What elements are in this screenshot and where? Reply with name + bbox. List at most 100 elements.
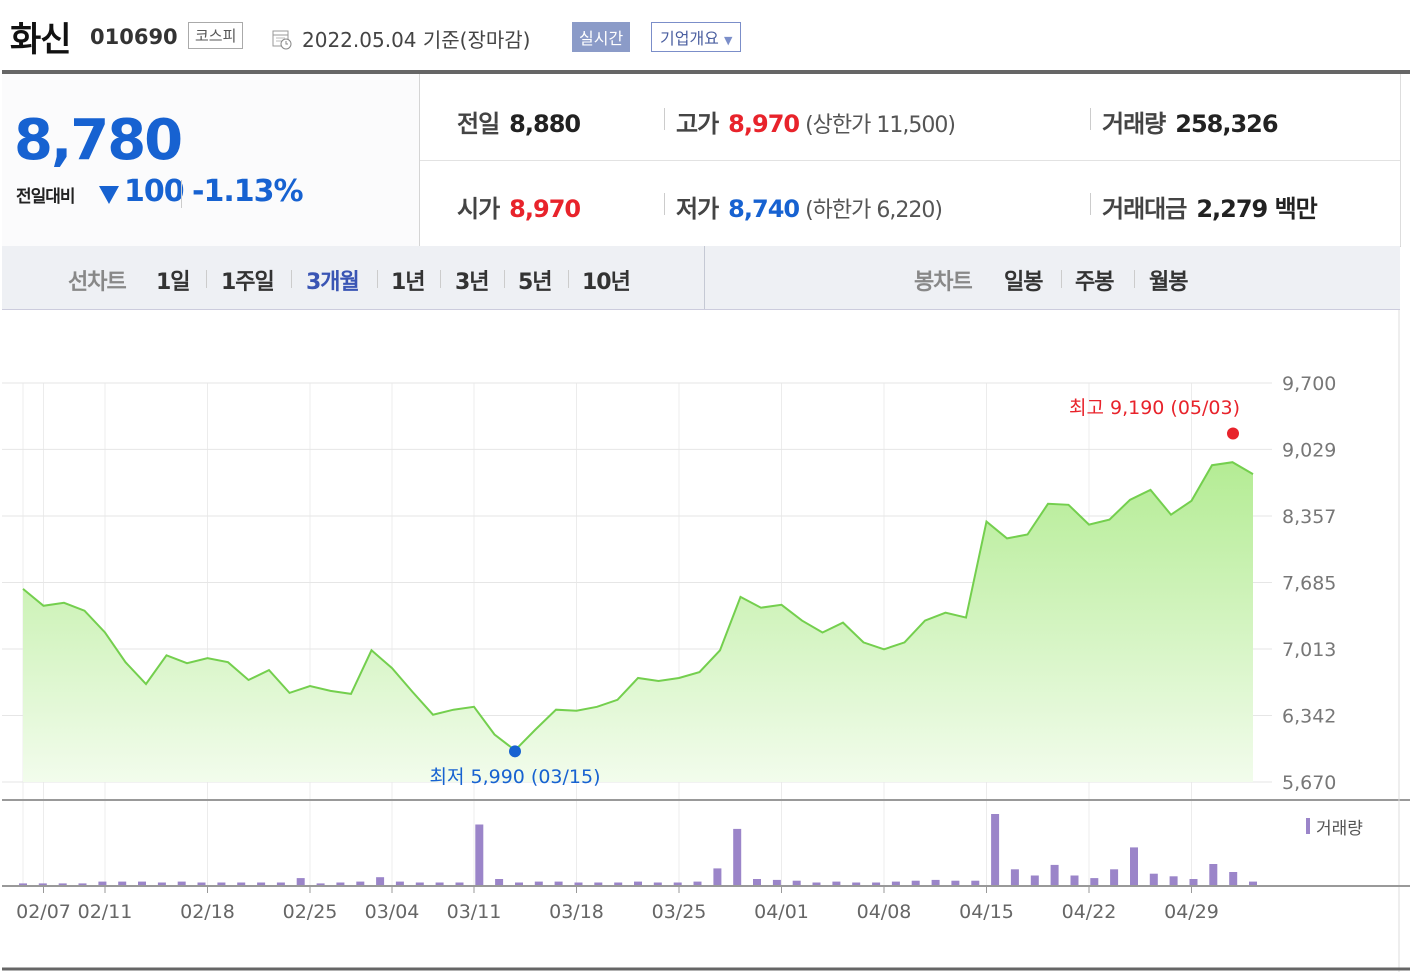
x-tick-label: 03/18 <box>549 901 604 923</box>
volume-bar <box>1249 881 1257 886</box>
period-separator <box>377 270 378 288</box>
period-1d[interactable]: 1일 <box>156 270 191 295</box>
volume-bar <box>574 882 583 886</box>
current-price: 8,780 <box>14 108 183 173</box>
column-separator <box>664 193 665 215</box>
high-price: 고가 8,970 (상한가 11,500) <box>676 104 956 139</box>
volume-bar <box>1169 876 1178 886</box>
x-tick-label: 04/01 <box>754 901 809 923</box>
volume-bar <box>614 882 623 886</box>
period-separator <box>504 270 505 288</box>
volume-bar <box>177 881 186 886</box>
volume-bar <box>1110 869 1119 886</box>
volume-bar <box>1030 875 1039 886</box>
price-line <box>22 461 1254 752</box>
y-tick-label: 9,029 <box>1282 439 1336 461</box>
volume-bar <box>753 879 761 886</box>
volume-bar <box>276 882 285 886</box>
trade-volume: 거래량 258,326 <box>1102 104 1279 139</box>
trade-value-amount: 2,279 백만 <box>1196 195 1317 223</box>
volume-bar <box>495 879 504 886</box>
volume-bar <box>792 880 801 886</box>
candle-monthly[interactable]: 월봉 <box>1149 270 1188 295</box>
high-value: 8,970 <box>728 110 800 138</box>
volume-bar <box>534 881 543 886</box>
open-label: 시가 <box>457 195 500 223</box>
down-arrow-icon <box>99 186 119 204</box>
period-separator <box>206 270 207 288</box>
volume-legend-swatch <box>1306 818 1310 834</box>
volume-bar <box>1050 864 1059 886</box>
volume-bar <box>435 882 444 886</box>
volume-bar <box>733 828 742 886</box>
chevron-down-icon: ▼ <box>723 34 733 47</box>
volume-bar <box>832 881 841 886</box>
volume-bar <box>1149 873 1158 886</box>
y-tick-label: 6,342 <box>1282 705 1336 727</box>
volume-bar <box>118 881 127 886</box>
line-chart-label: 선차트 <box>68 270 127 295</box>
volume-bar <box>594 882 603 886</box>
volume-bar <box>1209 864 1218 886</box>
volume-bar <box>78 883 87 886</box>
company-overview-button[interactable]: 기업개요 ▼ <box>651 22 742 52</box>
volume-bar <box>653 882 662 886</box>
volume-bar <box>257 882 266 886</box>
price-area <box>23 462 1253 782</box>
x-tick-label: 04/29 <box>1164 901 1219 923</box>
volume-bar <box>772 879 781 886</box>
x-tick-label: 03/25 <box>652 901 707 923</box>
prev-close-label: 전일 <box>457 110 500 138</box>
low-value: 8,740 <box>728 195 800 223</box>
volume-bar <box>296 878 305 886</box>
candle-chart-label: 봉차트 <box>914 270 973 295</box>
y-tick-label: 7,685 <box>1282 573 1336 595</box>
period-5y[interactable]: 5년 <box>518 270 553 295</box>
period-1y[interactable]: 1년 <box>391 270 426 295</box>
company-overview-label: 기업개요 <box>660 29 719 48</box>
volume-bar <box>376 877 385 886</box>
volume-bar <box>1010 869 1019 886</box>
x-tick-label: 03/11 <box>447 901 502 923</box>
volume-bar <box>971 880 980 886</box>
realtime-button[interactable]: 실시간 <box>572 22 631 52</box>
volume-bar <box>98 881 107 886</box>
market-badge: 코스피 <box>188 22 244 49</box>
volume-bar <box>554 881 563 886</box>
low-marker <box>509 745 521 758</box>
diff-label: 전일대비 <box>16 187 76 207</box>
period-1w[interactable]: 1주일 <box>221 270 275 295</box>
period-separator <box>1134 270 1135 288</box>
period-3y[interactable]: 3년 <box>455 270 490 295</box>
x-tick-label: 04/22 <box>1062 901 1117 923</box>
low-annotation: 최저 5,990 (03/15) <box>429 766 600 788</box>
candle-weekly[interactable]: 주봉 <box>1075 270 1114 295</box>
volume-bar <box>395 881 404 886</box>
volume-bar <box>852 882 861 886</box>
period-10y[interactable]: 10년 <box>582 270 631 295</box>
trade-value: 거래대금 2,279 백만 <box>1102 189 1318 224</box>
volume-bar <box>1189 879 1198 886</box>
low-price: 저가 8,740 (하한가 6,220) <box>676 189 943 224</box>
volume-bar <box>336 882 345 886</box>
diff-amount: 100 <box>124 174 185 209</box>
lower-limit: (하한가 6,220) <box>805 198 943 223</box>
x-tick-label: 02/07 <box>16 901 71 923</box>
volume-bar <box>1130 847 1138 886</box>
open-price: 시가 8,970 <box>457 189 581 224</box>
volume-bar <box>38 883 47 886</box>
volume-bar <box>138 881 146 886</box>
column-separator <box>1090 193 1091 215</box>
volume-bar <box>515 882 523 886</box>
period-3m[interactable]: 3개월 <box>306 270 360 295</box>
diff-separator <box>181 180 182 208</box>
volume-bar <box>356 881 365 886</box>
period-separator <box>1061 270 1062 288</box>
volume-bar <box>237 882 246 886</box>
stock-name: 화신 <box>10 20 72 60</box>
volume-value: 258,326 <box>1175 110 1278 138</box>
reference-date: 2022.05.04 기준(장마감) <box>302 28 531 52</box>
candle-daily[interactable]: 일봉 <box>1004 270 1043 295</box>
high-annotation: 최고 9,190 (05/03) <box>1069 397 1240 419</box>
period-separator <box>440 270 441 288</box>
